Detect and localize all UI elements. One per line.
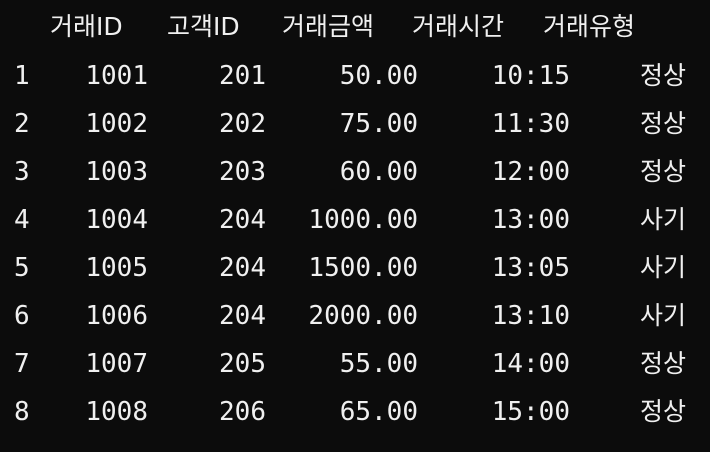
time-cell: 10:15 [491, 61, 570, 91]
txid-cell: 1007 [85, 349, 148, 379]
cust-cell: 205 [219, 349, 266, 379]
type-cell: 사기 [639, 205, 686, 234]
row-index: 7 [14, 349, 30, 379]
column-header-type: 거래유형 [543, 12, 636, 41]
column-header-cust: 고객ID [167, 12, 240, 41]
amount-cell: 1000.00 [308, 205, 418, 235]
column-header-time: 거래시간 [412, 12, 505, 41]
amount-cell: 50.00 [339, 61, 418, 91]
type-cell: 사기 [639, 253, 686, 282]
row-index: 2 [14, 109, 30, 139]
txid-cell: 1005 [85, 253, 148, 283]
txid-cell: 1003 [85, 157, 148, 187]
cust-cell: 204 [219, 205, 266, 235]
table-row: 1 1001 201 50.00 10:15 정상 [0, 52, 710, 100]
cust-cell: 204 [219, 301, 266, 331]
time-cell: 13:05 [491, 253, 570, 283]
amount-cell: 65.00 [339, 397, 418, 427]
time-cell: 15:00 [491, 397, 570, 427]
txid-cell: 1002 [85, 109, 148, 139]
row-index: 6 [14, 301, 30, 331]
type-cell: 사기 [639, 301, 686, 330]
table-row: 8 1008 206 65.00 15:00 정상 [0, 388, 710, 436]
txid-cell: 1006 [85, 301, 148, 331]
time-cell: 12:00 [491, 157, 570, 187]
txid-cell: 1001 [85, 61, 148, 91]
cust-cell: 202 [219, 109, 266, 139]
table-row: 3 1003 203 60.00 12:00 정상 [0, 148, 710, 196]
table-header: 거래ID 고객ID 거래금액 거래시간 거래유형 [0, 3, 710, 51]
amount-cell: 1500.00 [308, 253, 418, 283]
row-index: 3 [14, 157, 30, 187]
table-row: 7 1007 205 55.00 14:00 정상 [0, 340, 710, 388]
time-cell: 14:00 [491, 349, 570, 379]
amount-cell: 55.00 [339, 349, 418, 379]
txid-cell: 1008 [85, 397, 148, 427]
time-cell: 13:00 [491, 205, 570, 235]
table-row: 4 1004 204 1000.00 13:00 사기 [0, 196, 710, 244]
txid-cell: 1004 [85, 205, 148, 235]
amount-cell: 60.00 [339, 157, 418, 187]
row-index: 8 [14, 397, 30, 427]
type-cell: 정상 [639, 349, 686, 378]
type-cell: 정상 [639, 109, 686, 138]
time-cell: 13:10 [491, 301, 570, 331]
column-header-amount: 거래금액 [282, 12, 375, 41]
cust-cell: 203 [219, 157, 266, 187]
type-cell: 정상 [639, 61, 686, 90]
table-row: 2 1002 202 75.00 11:30 정상 [0, 100, 710, 148]
table-row: 5 1005 204 1500.00 13:05 사기 [0, 244, 710, 292]
row-index: 4 [14, 205, 30, 235]
cust-cell: 204 [219, 253, 266, 283]
table-row: 6 1006 204 2000.00 13:10 사기 [0, 292, 710, 340]
row-index: 1 [14, 61, 30, 91]
cust-cell: 206 [219, 397, 266, 427]
column-header-txid: 거래ID [50, 12, 123, 41]
amount-cell: 2000.00 [308, 301, 418, 331]
cust-cell: 201 [219, 61, 266, 91]
type-cell: 정상 [639, 157, 686, 186]
time-cell: 11:30 [491, 109, 570, 139]
type-cell: 정상 [639, 397, 686, 426]
row-index: 5 [14, 253, 30, 283]
amount-cell: 75.00 [339, 109, 418, 139]
